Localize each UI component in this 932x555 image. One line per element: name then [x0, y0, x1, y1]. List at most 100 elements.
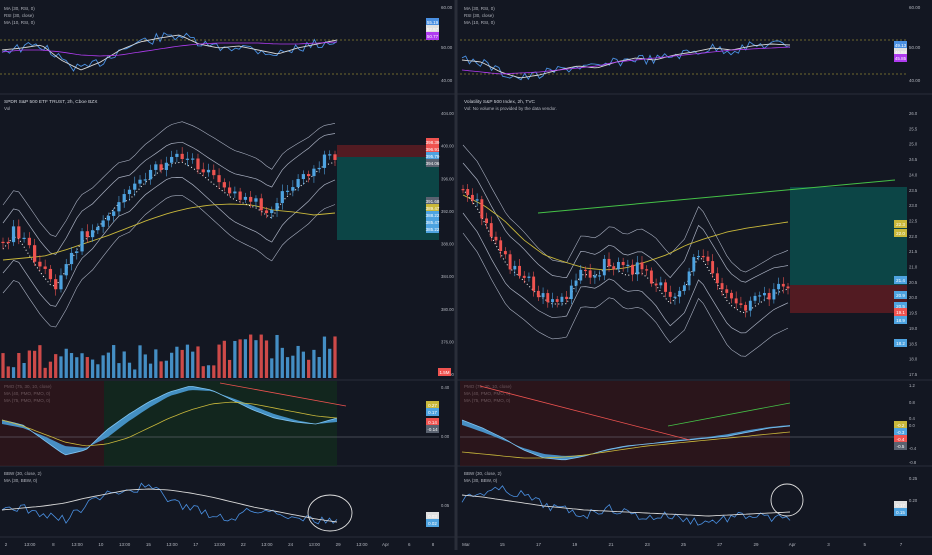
bbw-ma-line: [1, 488, 338, 523]
bbw-axis-tick: 0.20: [909, 498, 918, 503]
volume-bar: [138, 345, 142, 378]
volume-bar: [154, 349, 158, 378]
price-axis-tick: 21.0: [909, 265, 918, 270]
bbw-value-badge: 0.03: [428, 514, 437, 519]
pmo-axis-tick: 0.0: [909, 423, 915, 428]
candle-body: [191, 158, 195, 160]
rsi-ma-line: [461, 43, 791, 79]
candle-body: [631, 264, 635, 275]
candle-body: [706, 256, 710, 262]
rsi-value-badge-bg: [894, 54, 907, 62]
volume-bar: [148, 363, 153, 378]
volume-bar: [80, 353, 84, 378]
pmo-trend-arrow[interactable]: [219, 382, 347, 407]
candle-body: [470, 194, 474, 201]
price-badge-bg: [894, 276, 907, 284]
candle-body: [664, 282, 667, 292]
price-axis-tick: 18.5: [909, 341, 918, 346]
candle-body: [238, 191, 242, 200]
candle-body: [536, 290, 540, 298]
price-badge: 21.4: [896, 278, 905, 283]
pmo-axis-tick: -0.4: [909, 446, 917, 451]
candle-body: [621, 261, 625, 266]
volume-bar: [43, 367, 47, 378]
bbw-legend-label: BBW (30, close, 2): [4, 471, 42, 476]
candle-body: [170, 156, 174, 163]
candle-body: [508, 254, 512, 270]
candle-body: [720, 283, 724, 290]
volume-bar: [90, 359, 95, 378]
price-axis-tick: 376.00: [441, 339, 454, 344]
candle-body: [678, 290, 682, 297]
rsi-value-badge-bg: [894, 41, 907, 49]
pmo-bull-zone: [104, 381, 337, 466]
rsi-axis-tick: 60.00: [909, 5, 921, 10]
candle-body: [291, 187, 295, 191]
price-axis-tick: 20.0: [909, 295, 918, 300]
pmo-value-badge: 0.17: [428, 410, 437, 415]
time-axis-tick: 8: [432, 542, 435, 547]
time-axis-tick: 21: [608, 542, 614, 547]
candle-body: [527, 276, 531, 278]
pmo-axis-tick: 0.00: [441, 434, 450, 439]
pmo-value-badge-bg: [894, 442, 907, 450]
candle-body: [301, 174, 306, 180]
bbw-axis-tick: 0.05: [441, 503, 450, 508]
pmo-value-badge-bg: [894, 428, 907, 436]
candle-body: [503, 251, 507, 255]
candle-body: [748, 300, 752, 311]
candle-body: [127, 189, 132, 195]
candle-body: [64, 264, 68, 276]
candle-body: [687, 271, 691, 286]
candle-body: [80, 231, 84, 252]
pmo-trend-line[interactable]: [479, 385, 691, 441]
volume-label: Vol: No volume is provided by the data v…: [464, 106, 557, 111]
pmo-trend-arrow[interactable]: [667, 402, 791, 427]
price-axis-tick: 404.00: [441, 111, 454, 116]
candle-body: [555, 299, 559, 302]
candle-body: [786, 286, 790, 289]
price-axis-tick: 23.5: [909, 188, 918, 193]
pmo-value-badge-bg: [894, 435, 907, 443]
dotted-average-line: [2, 161, 336, 288]
candle-body: [579, 269, 583, 281]
bbw-legend-label: MA (30, BBW, 0): [4, 478, 38, 483]
volume-bar: [64, 348, 68, 378]
candle-body: [312, 168, 316, 177]
highlight-circle[interactable]: [770, 483, 804, 517]
candle-body: [762, 292, 766, 296]
pmo-line: [1, 386, 338, 456]
price-axis-tick: 23.0: [909, 203, 918, 208]
volume-bar: [38, 345, 42, 378]
candle-body: [730, 292, 733, 299]
bbw-value-badge-bg: [426, 512, 439, 520]
volume-bar: [222, 340, 226, 378]
volume-bar: [143, 354, 147, 378]
price-badge: 396.91: [426, 147, 440, 152]
stop-loss-zone: [337, 145, 439, 157]
candle-body: [48, 268, 53, 280]
price-axis-tick: 25.5: [909, 126, 918, 131]
price-badge-bg: [426, 211, 439, 219]
candle-body: [588, 270, 592, 278]
volume-bar: [17, 353, 21, 378]
time-axis-tick: 13:00: [356, 542, 368, 547]
candle-body: [27, 237, 31, 246]
candle-body: [159, 164, 163, 170]
highlight-circle[interactable]: [307, 494, 353, 532]
volume-bar: [285, 357, 290, 378]
price-axis-tick: 18.0: [909, 357, 918, 362]
trend-line[interactable]: [537, 179, 896, 214]
symbol-title: Volatility S&P 500 Index, 2h, TVC: [464, 99, 536, 105]
price-badge: 19.1: [896, 310, 905, 315]
volume-bar: [117, 363, 121, 378]
candle-body: [649, 270, 653, 284]
price-badge-bg: [426, 145, 439, 153]
volume-bar: [191, 351, 195, 378]
candle-body: [270, 209, 274, 214]
candle-body: [475, 199, 479, 201]
volume-bar: [101, 355, 105, 378]
rsi-value-badge-bg: [426, 25, 439, 33]
